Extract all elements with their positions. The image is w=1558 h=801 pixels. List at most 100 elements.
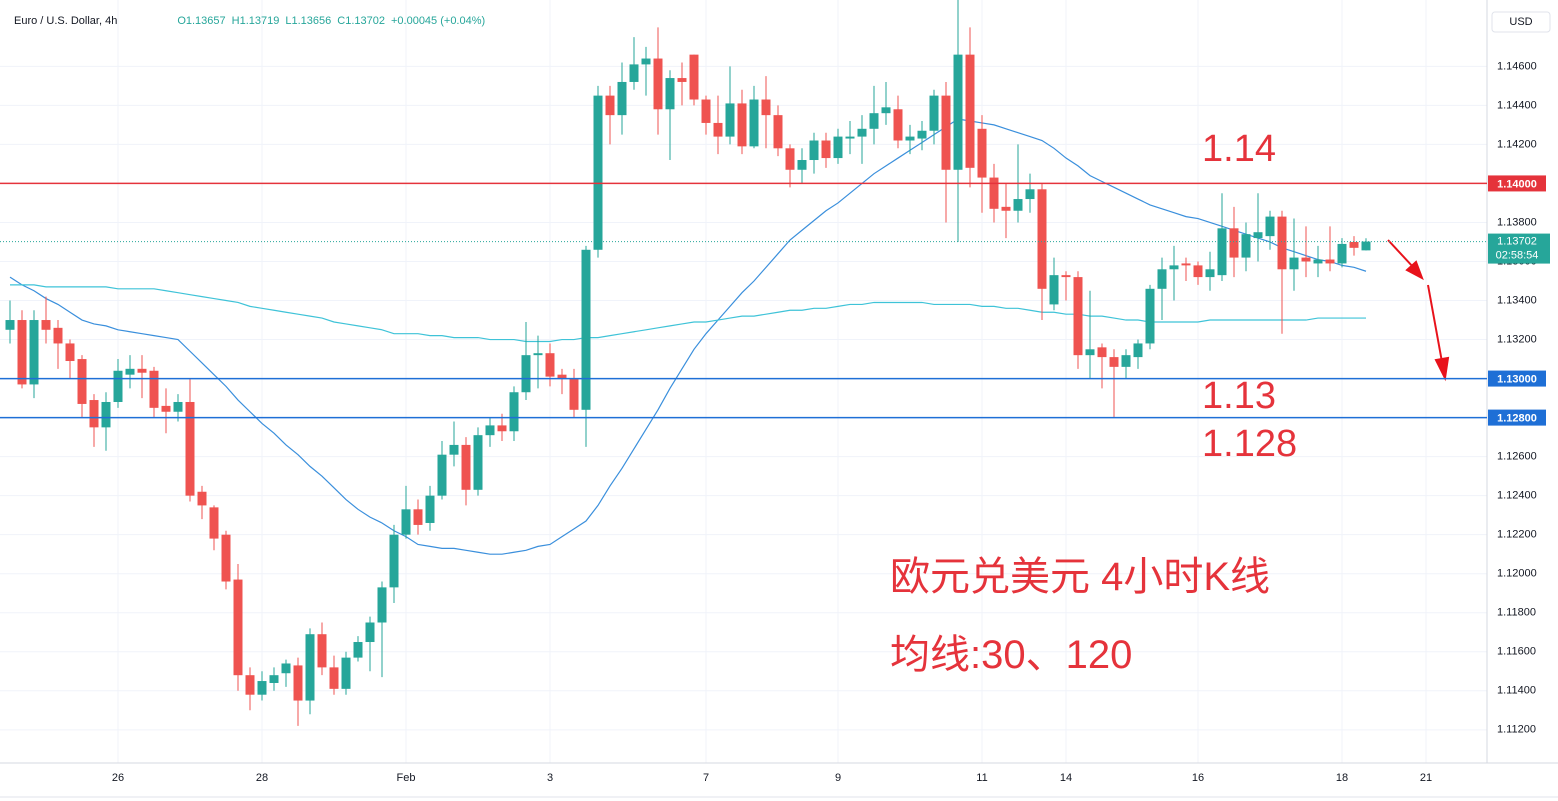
candle-body (1037, 189, 1047, 289)
y-tick-label: 1.12000 (1497, 568, 1537, 580)
candle-body (41, 320, 51, 330)
candle-body (437, 454, 447, 496)
y-tick-label: 1.12600 (1497, 451, 1537, 463)
candle-body (581, 249, 591, 410)
candle-body (377, 587, 387, 623)
candle-body (17, 320, 27, 385)
candle-body (1277, 216, 1287, 270)
candle-body (137, 368, 147, 373)
candle-body (569, 378, 579, 410)
candle-body (953, 54, 963, 170)
candle-body (89, 400, 99, 428)
candle-body (353, 642, 363, 658)
candle-body (1313, 259, 1323, 264)
candle-body (617, 81, 627, 116)
candle-body (161, 405, 171, 412)
candle-body (1289, 257, 1299, 270)
candle-body (821, 140, 831, 159)
candle-body (1073, 277, 1083, 356)
moving-average (10, 284, 1366, 343)
x-tick-label: 28 (256, 772, 268, 784)
level-label-box (1488, 409, 1546, 426)
candle-body (1265, 216, 1275, 237)
candle-body (725, 103, 735, 137)
candle-body (1133, 343, 1143, 358)
level-label-box (1488, 175, 1546, 192)
currency[interactable]: USD (1509, 16, 1532, 28)
countdown: 02:58:54 (1496, 249, 1539, 261)
y-tick-label: 1.13800 (1497, 216, 1537, 228)
candle-body (1169, 265, 1179, 270)
x-tick-label: 9 (835, 772, 841, 784)
y-tick-label: 1.12200 (1497, 529, 1537, 541)
y-tick-label: 1.14600 (1497, 60, 1537, 72)
candle-body (629, 64, 639, 82)
x-tick-label: 26 (112, 772, 124, 784)
level-label-box (1488, 370, 1546, 387)
header: Euro / U.S. Dollar, 4h O1.13657 H1.13719 L1… (14, 15, 485, 27)
candle-body (1349, 241, 1359, 248)
x-tick-label: 21 (1420, 772, 1432, 784)
ohlc-low: L1.13656 (285, 15, 331, 27)
annotation: 1.14 (1202, 128, 1276, 170)
candle-body (521, 355, 531, 393)
candle-body (941, 95, 951, 170)
annotation: 1.13 (1202, 375, 1276, 417)
candle-body (869, 113, 879, 129)
candle-body (305, 634, 315, 701)
candle-body (257, 681, 267, 695)
candle-body (773, 115, 783, 149)
candle-body (749, 99, 759, 147)
candle-body (557, 374, 567, 379)
candle-body (905, 136, 915, 141)
candle-body (125, 368, 135, 375)
candle-body (389, 534, 399, 588)
candle-body (533, 353, 543, 356)
candle-body (329, 667, 339, 689)
x-tick-label: 3 (547, 772, 553, 784)
candle-body (1157, 269, 1167, 289)
candle-body (365, 622, 375, 643)
candle-body (1241, 234, 1251, 258)
candle-body (341, 657, 351, 689)
candle-body (413, 509, 423, 525)
candle-body (665, 78, 675, 110)
candle-body (53, 327, 63, 344)
candle-body (1121, 355, 1131, 367)
x-tick-label: 16 (1192, 772, 1204, 784)
annotation: 均线:30、120 (890, 633, 1132, 677)
candle-body (149, 370, 159, 408)
candle-body (929, 95, 939, 131)
candle-body (881, 107, 891, 114)
candle-body (497, 425, 507, 432)
candle-body (401, 509, 411, 535)
candle-body (449, 444, 459, 455)
candle-body (101, 401, 111, 428)
candle-body (917, 130, 927, 139)
annotation: 1.128 (1202, 423, 1297, 465)
candle-body (1145, 288, 1155, 344)
candle-body (845, 136, 855, 139)
candle-body (989, 177, 999, 209)
candle-body (113, 370, 123, 402)
candle-body (713, 122, 723, 137)
candle-body (209, 507, 219, 539)
candle-body (1013, 199, 1023, 211)
candle-body (1001, 206, 1011, 211)
candle-body (1301, 257, 1311, 262)
candle-body (593, 95, 603, 250)
annotation: 欧元兑美元 4小时K线 (890, 555, 1270, 599)
ohlc-change: +0.00045 (+0.04%) (391, 15, 485, 27)
symbol: Euro / U.S. Dollar, 4h (14, 15, 117, 27)
candle-body (1061, 275, 1071, 278)
candle-body (545, 353, 555, 377)
level-label: 1.12800 (1497, 413, 1537, 425)
candle-body (1337, 243, 1347, 264)
y-tick-label: 1.12400 (1497, 490, 1537, 502)
candle-body (1325, 259, 1335, 264)
currency-box[interactable] (1491, 11, 1551, 33)
candle-body (65, 343, 75, 362)
candle-body (245, 675, 255, 695)
y-tick-label: 1.14200 (1497, 138, 1537, 150)
